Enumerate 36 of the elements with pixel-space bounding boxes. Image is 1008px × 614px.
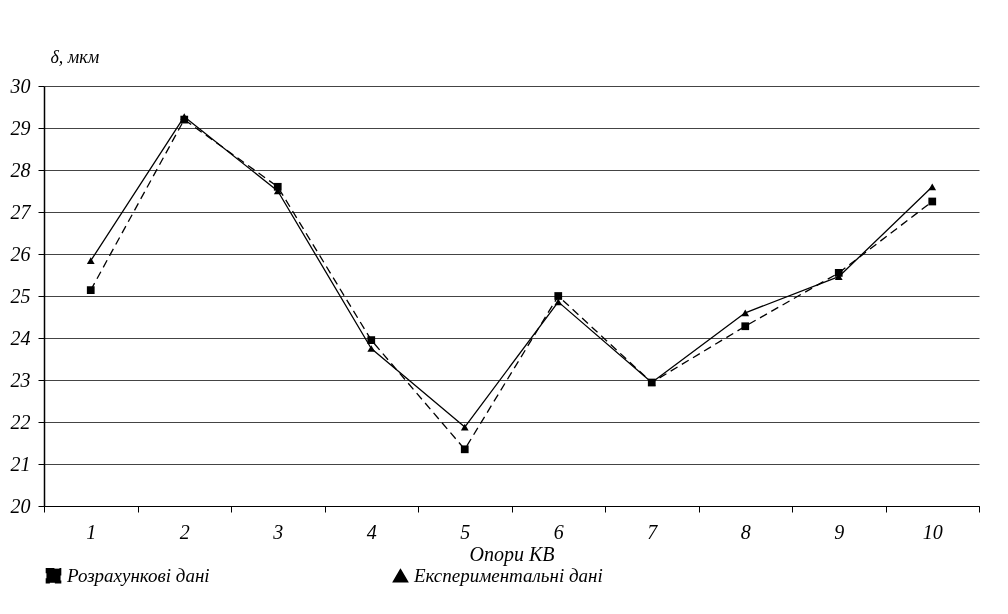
y-tick-label: 28 xyxy=(10,158,31,181)
point xyxy=(554,298,563,306)
y-tick-label: 30 xyxy=(9,74,31,97)
x-axis-title: Опори КВ xyxy=(469,542,555,566)
y-tick-label: 27 xyxy=(10,200,32,223)
x-tick-label: 4 xyxy=(366,520,377,543)
y-tick-label: 23 xyxy=(10,368,31,391)
y-tick-label: 22 xyxy=(10,410,31,433)
x-tick-label: 10 xyxy=(922,520,943,543)
y-tick-label: 25 xyxy=(10,284,31,307)
x-tick-label: 3 xyxy=(272,520,284,543)
point xyxy=(460,445,469,454)
y-tick-label: 20 xyxy=(10,494,31,517)
y-tick-label: 21 xyxy=(10,452,31,475)
point xyxy=(554,292,563,300)
point xyxy=(367,345,376,352)
x-tick-label: 9 xyxy=(834,520,845,543)
point xyxy=(741,309,750,317)
x-tick-label: 5 xyxy=(460,520,471,543)
y-axis-title: δ, мкм xyxy=(50,46,100,67)
x-tick-label: 1 xyxy=(86,520,97,543)
x-tick-label: 8 xyxy=(740,520,751,543)
y-tick-label: 24 xyxy=(10,326,31,349)
y-tick-label: 29 xyxy=(10,116,31,139)
point xyxy=(86,257,95,265)
point xyxy=(928,183,937,191)
point xyxy=(928,197,937,206)
x-tick-label: 2 xyxy=(179,520,190,543)
x-tick-label: 6 xyxy=(553,520,564,543)
y-tick-label: 26 xyxy=(10,242,31,265)
x-tick-label: 7 xyxy=(647,520,659,543)
legend-label: Розрахункові дані xyxy=(66,564,210,586)
point xyxy=(367,336,376,344)
point xyxy=(273,182,282,191)
point xyxy=(741,322,750,331)
point xyxy=(86,286,95,294)
